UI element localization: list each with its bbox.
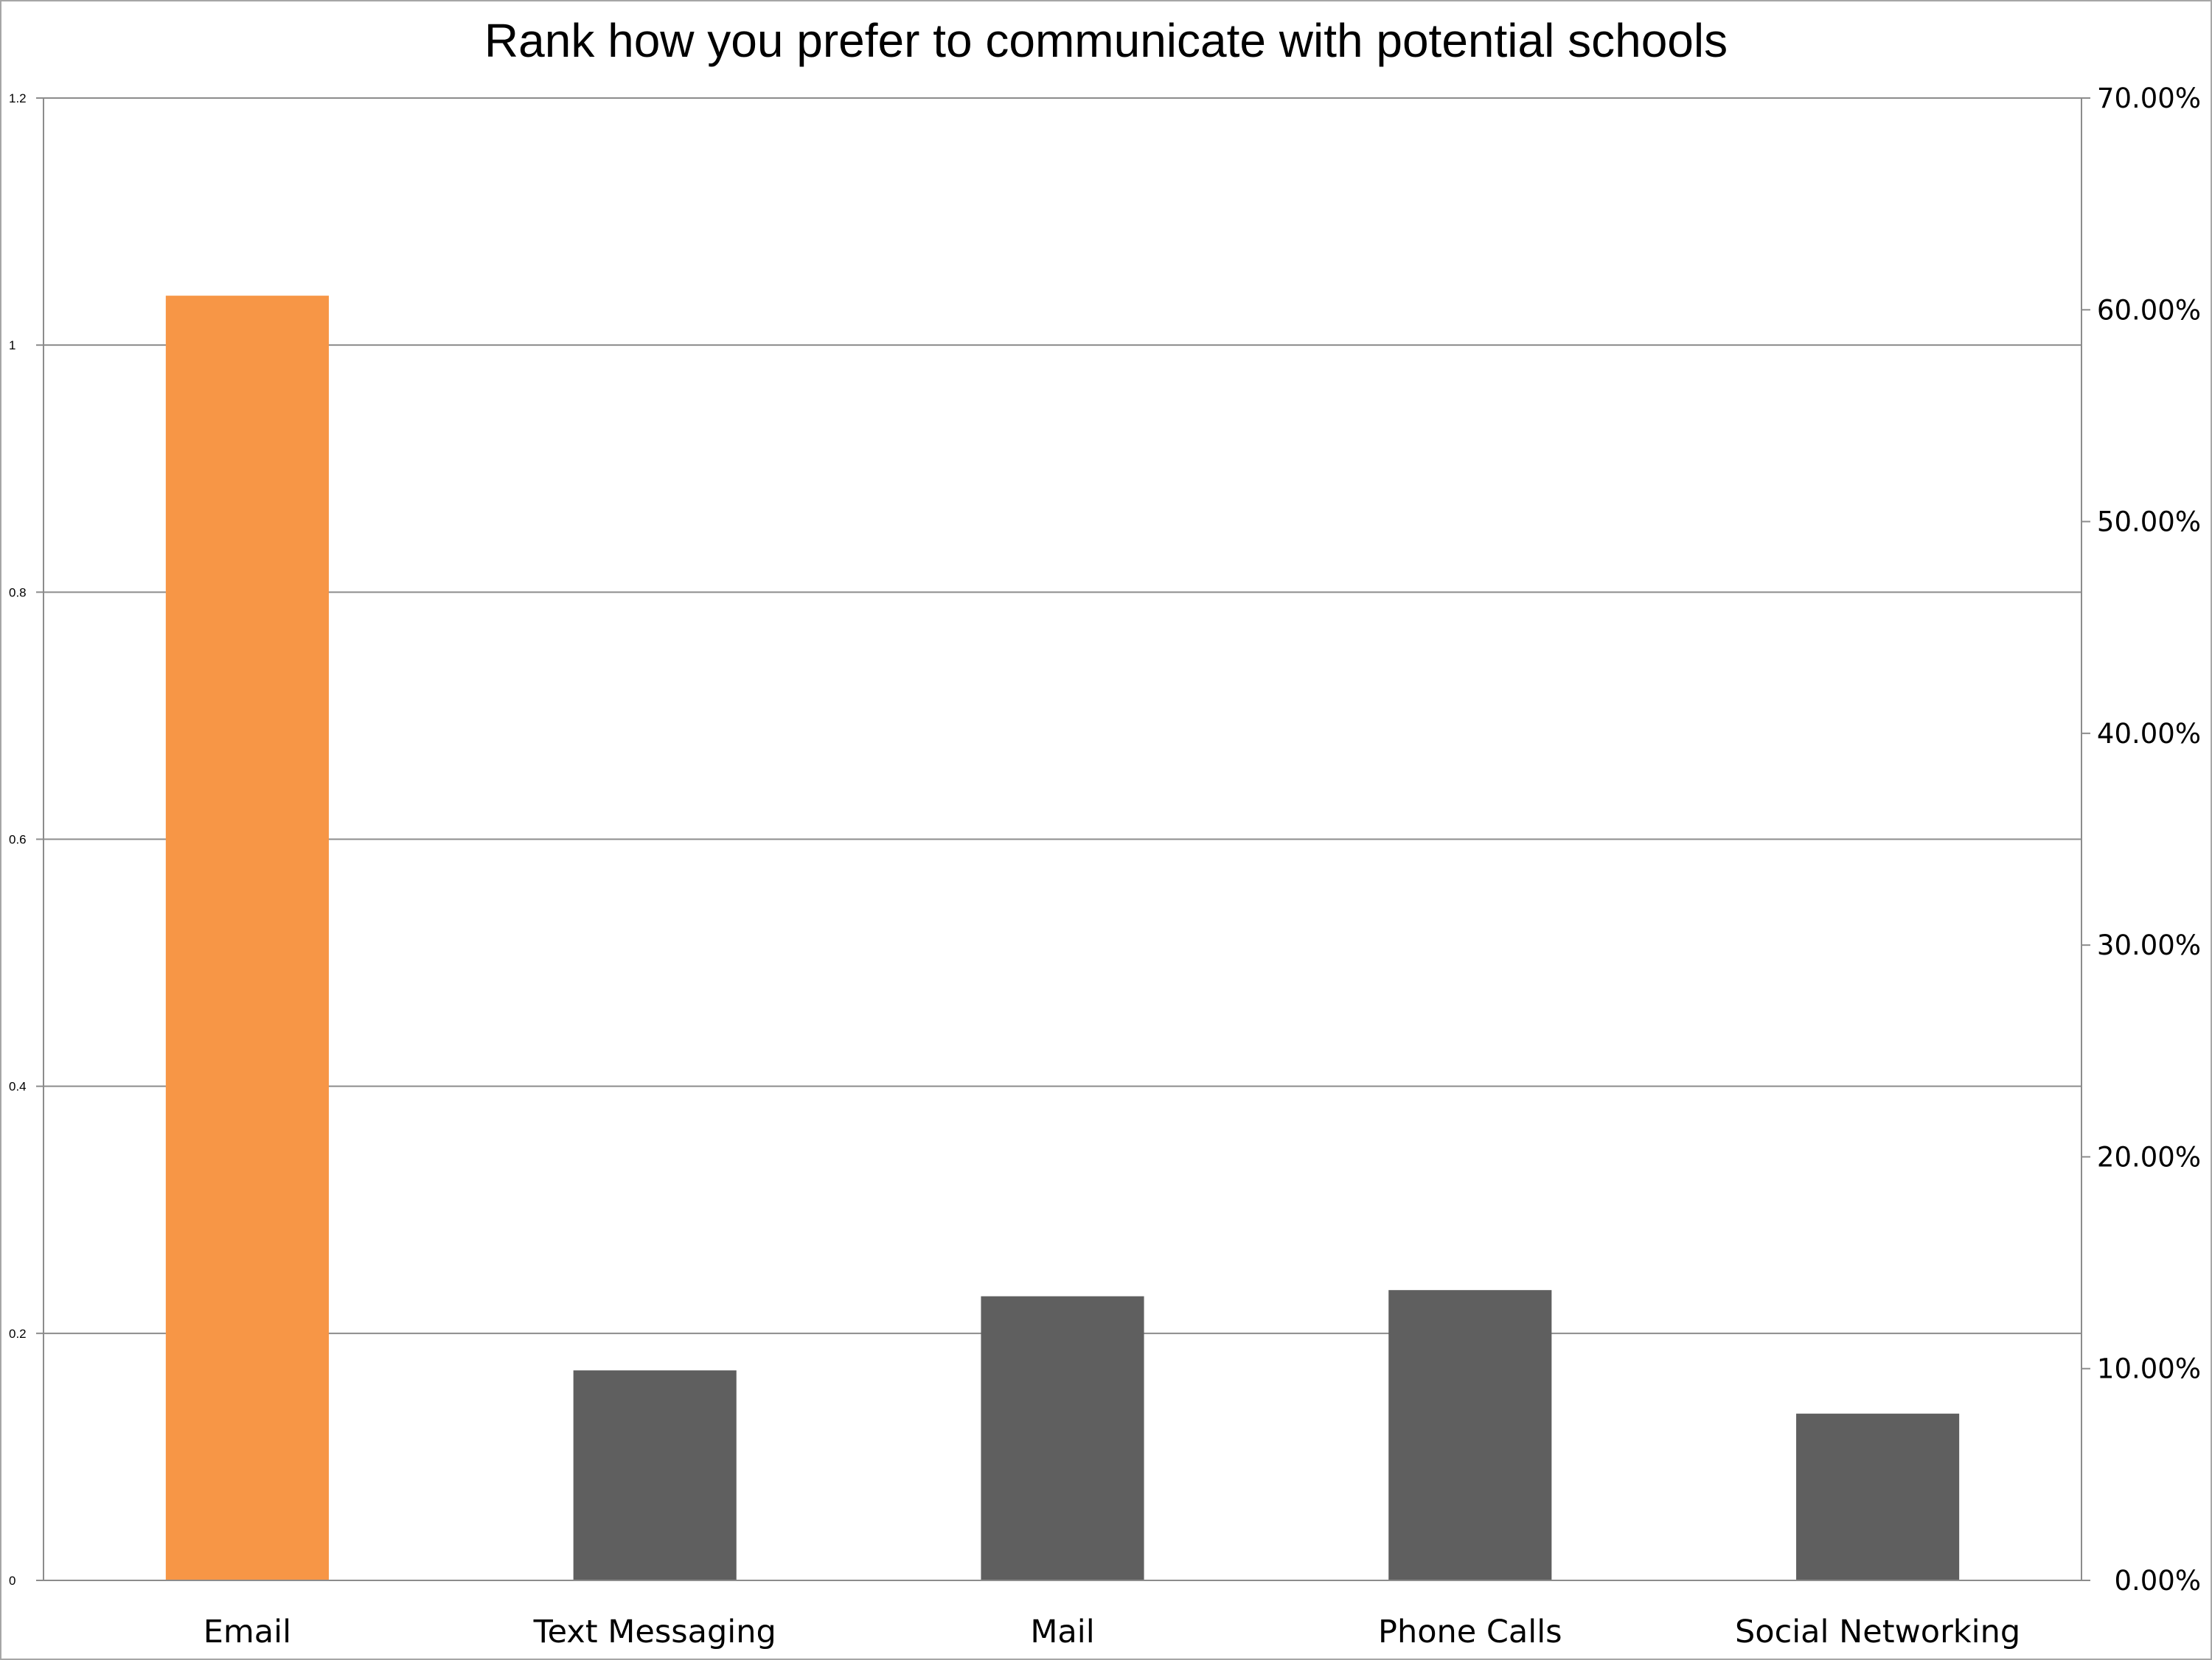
labels: 0 0.2 0.4 0.6 0.8 1 1.2 0.00% 10.00% 20.00% 30.00%… <box>9 83 2201 1650</box>
bar-text-messaging <box>573 1370 737 1580</box>
y-tick-label: 1.2 <box>9 91 27 105</box>
y-tick-label: 0 <box>9 1574 15 1588</box>
y2-tick-label: 70.00% <box>2097 83 2201 114</box>
chart-title: Rank how you prefer to communicate with … <box>484 14 1728 67</box>
x-tick-label: Email <box>204 1614 291 1650</box>
y-tick-label: 0.6 <box>9 833 27 847</box>
bar-social-networking <box>1796 1413 1960 1580</box>
y-tick-label: 0.2 <box>9 1327 27 1341</box>
y2-tick-label: 50.00% <box>2097 506 2201 538</box>
y2-tick-label: 20.00% <box>2097 1141 2201 1173</box>
x-tick-label: Mail <box>1030 1614 1094 1650</box>
x-tick-label: Phone Calls <box>1378 1614 1562 1650</box>
y2-tick-label: 10.00% <box>2097 1353 2201 1385</box>
bar-phone-calls <box>1388 1290 1552 1580</box>
y2-tick-label: 30.00% <box>2097 930 2201 961</box>
axes <box>36 97 2090 1581</box>
bars <box>165 296 1960 1581</box>
y2-tick-label: 0.00% <box>2114 1565 2201 1597</box>
y-tick-label: 1 <box>9 338 15 352</box>
gridlines <box>44 97 2081 1334</box>
bar-email <box>165 296 329 1581</box>
x-tick-label: Social Networking <box>1735 1614 2020 1650</box>
x-tick-label: Text Messaging <box>533 1614 776 1650</box>
bar-mail <box>981 1296 1144 1580</box>
y2-tick-label: 40.00% <box>2097 718 2201 750</box>
y2-tick-label: 60.00% <box>2097 294 2201 326</box>
y-tick-label: 0.8 <box>9 585 27 599</box>
y-tick-label: 0.4 <box>9 1080 27 1094</box>
